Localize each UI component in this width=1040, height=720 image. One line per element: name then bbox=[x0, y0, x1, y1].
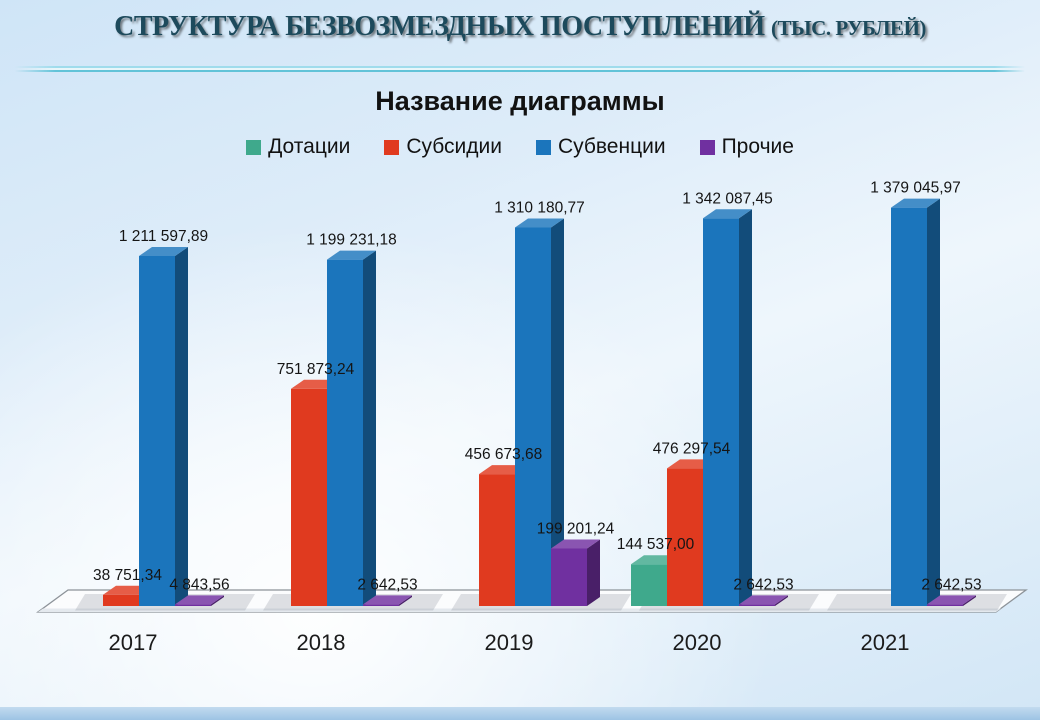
bar-front-Прочие-2021 bbox=[927, 604, 963, 606]
bar-front-Субвенции-2017 bbox=[139, 256, 175, 606]
value-label-Субвенции-2020: 1 342 087,45 bbox=[682, 190, 773, 207]
bar-front-Субвенции-2021 bbox=[891, 207, 927, 606]
bottom-edge bbox=[0, 707, 1040, 720]
bar-side-Субвенции-2020 bbox=[739, 209, 752, 606]
bar-side-Прочие-2021 bbox=[963, 595, 976, 606]
bar-side-Прочие-2018 bbox=[399, 595, 412, 606]
legend-swatch bbox=[535, 139, 551, 155]
bar-top-Субвенции-2018 bbox=[327, 250, 376, 260]
header-divider bbox=[15, 66, 1025, 74]
legend-label: Прочие bbox=[721, 135, 794, 158]
bar-top-Субвенции-2020 bbox=[703, 209, 752, 219]
bar-front-Субсидии-2017 bbox=[103, 594, 139, 606]
legend-label: Субсидии bbox=[406, 135, 502, 158]
value-label-Субсидии-2019: 456 673,68 bbox=[465, 446, 543, 463]
category-label-2017: 2017 bbox=[109, 630, 158, 655]
bar-side-Прочие-2017 bbox=[211, 595, 224, 606]
bar-top-Субвенции-2017 bbox=[139, 247, 188, 256]
bar-front-Прочие-2020 bbox=[739, 604, 775, 606]
bar-front-Субвенции-2018 bbox=[327, 259, 363, 606]
value-label-Субсидии-2020: 476 297,54 bbox=[653, 440, 731, 457]
bar-front-Субсидии-2020 bbox=[667, 468, 703, 606]
legend-swatch bbox=[384, 139, 400, 155]
chart-legend: Дотации Субсидии Субвенции Прочие bbox=[0, 135, 1040, 159]
page-title-units: (ТЫС. РУБЛЕЙ) bbox=[771, 16, 926, 40]
legend-label: Субвенции bbox=[557, 135, 666, 158]
value-label-Субвенции-2018: 1 199 231,18 bbox=[306, 232, 397, 249]
legend-item-2: Субсидии bbox=[384, 135, 502, 159]
bar-front-Дотации-2020 bbox=[631, 564, 667, 606]
bar-top-Субвенции-2019 bbox=[515, 218, 564, 228]
bar-top-Прочие-2017 bbox=[175, 595, 224, 605]
bar-side-Прочие-2020 bbox=[775, 595, 788, 606]
value-label-Прочие-2018: 2 642,53 bbox=[357, 576, 417, 593]
value-label-Прочие-2021: 2 642,53 bbox=[921, 576, 981, 593]
bar-top-Прочие-2020 bbox=[739, 595, 788, 605]
category-label-2019: 2019 bbox=[485, 630, 534, 655]
bar-front-Прочие-2019 bbox=[551, 548, 587, 606]
bar-top-Субвенции-2021 bbox=[891, 198, 940, 208]
bar-side-Прочие-2019 bbox=[587, 539, 600, 606]
bar-top-Прочие-2018 bbox=[363, 595, 412, 605]
bar-side-Субвенции-2021 bbox=[927, 198, 940, 606]
page-title-text: СТРУКТУРА БЕЗВОЗМЕЗДНЫХ ПОСТУПЛЕНИЙ bbox=[114, 11, 765, 42]
chart-title: Название диаграммы bbox=[375, 86, 665, 116]
legend-item-1: Дотации bbox=[246, 135, 350, 159]
page-title: СТРУКТУРА БЕЗВОЗМЕЗДНЫХ ПОСТУПЛЕНИЙ (ТЫС… bbox=[0, 6, 1040, 43]
value-label-Прочие-2020: 2 642,53 bbox=[733, 576, 793, 593]
category-label-2020: 2020 bbox=[673, 630, 722, 655]
value-label-Субвенции-2019: 1 310 180,77 bbox=[494, 200, 585, 217]
bar-top-Прочие-2019 bbox=[551, 539, 600, 549]
bar-front-Субсидии-2018 bbox=[291, 388, 327, 606]
bar-side-Субвенции-2019 bbox=[551, 218, 564, 606]
legend-swatch bbox=[699, 139, 715, 155]
value-label-Субсидии-2018: 751 873,24 bbox=[277, 361, 355, 378]
bar-front-Субвенции-2019 bbox=[515, 227, 551, 606]
bar-front-Субсидии-2019 bbox=[479, 474, 515, 606]
value-label-Субсидии-2017: 38 751,34 bbox=[93, 567, 162, 584]
bar-front-Субвенции-2020 bbox=[703, 218, 739, 606]
value-label-Дотации-2020: 144 537,00 bbox=[617, 536, 695, 553]
legend-item-3: Субвенции bbox=[535, 135, 666, 159]
bar-side-Субвенции-2017 bbox=[175, 247, 188, 606]
bar-front-Прочие-2018 bbox=[363, 604, 399, 606]
value-label-Прочие-2017: 4 843,56 bbox=[169, 576, 229, 593]
bar-side-Субвенции-2018 bbox=[363, 250, 376, 606]
category-label-2021: 2021 bbox=[861, 630, 910, 655]
chart-floor-edge bbox=[38, 608, 1001, 612]
value-label-Субвенции-2021: 1 379 045,97 bbox=[870, 180, 961, 197]
legend-swatch bbox=[246, 139, 262, 155]
value-label-Прочие-2019: 199 201,24 bbox=[537, 520, 615, 537]
bar-front-Прочие-2017 bbox=[175, 604, 211, 606]
legend-label: Дотации bbox=[268, 135, 351, 158]
category-label-2018: 2018 bbox=[297, 630, 346, 655]
legend-item-4: Прочие bbox=[699, 135, 794, 159]
value-label-Субвенции-2017: 1 211 597,89 bbox=[119, 228, 208, 245]
bar-top-Прочие-2021 bbox=[927, 595, 976, 605]
